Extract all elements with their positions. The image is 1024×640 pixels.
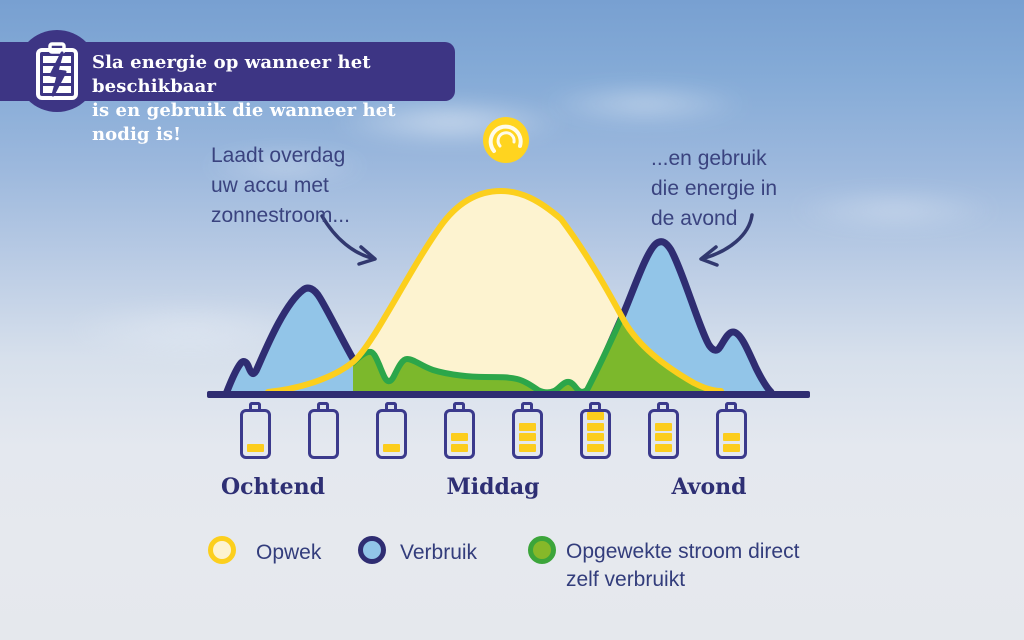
battery-charge-bar [654,433,672,441]
battery-icon [579,402,611,459]
battery-charge-bar [722,433,740,441]
battery-charge-bar [586,443,604,452]
battery-charge-bar [246,443,264,452]
verbruik-morning-area [226,288,369,394]
battery-charge-bar [722,443,740,452]
annotation-line: ...en gebruik [651,147,767,170]
annotation-line: zonnestroom... [211,204,350,227]
annotation-line: uw accu met [211,174,329,197]
time-label-ochtend: Ochtend [220,474,326,500]
battery-charge-bar [450,433,468,441]
battery-charge-bar [654,422,672,431]
banner-line-2: is en gebruik die wanneer het nodig is! [92,100,396,145]
battery-icon [239,402,271,459]
battery-icon [715,402,747,459]
verbruik-morning-curve [222,284,363,398]
legend-swatch-verbruik [358,536,386,564]
legend-swatch-opwek [208,536,236,564]
battery-bolt-icon [36,42,78,100]
annotation-line: de avond [651,207,738,230]
battery-charge-bar [518,433,536,441]
battery-charge-bar [518,422,536,431]
legend-label-opwek: Opwek [256,541,322,564]
annotation-use-evening: ...en gebruik die energie in de avond [651,144,777,234]
battery-charge-bar [654,443,672,452]
battery-icon [443,402,475,459]
time-label-avond: Avond [671,474,747,500]
curved-arrow-down-left [699,213,754,267]
battery-charge-bar [382,443,400,452]
battery-charge-bar [518,443,536,452]
battery-charge-bar [586,412,604,420]
time-label-middag: Middag [446,474,540,500]
opwek-curve [265,187,724,395]
battery-charge-bar [450,443,468,452]
annotation-line: die energie in [651,177,778,200]
battery-icon [647,402,679,459]
verbruik-evening-curve [585,238,775,396]
baseline-axis [207,391,810,398]
legend-swatch-direct-verbruik [528,536,556,564]
legend-label-verbruik: Verbruik [400,541,478,564]
battery-charge-bar [586,433,604,441]
battery-charge-bar [586,422,604,431]
battery-icon [307,402,339,459]
sun-icon [483,117,529,163]
banner-line-1: Sla energie op wanneer het beschikbaar [92,52,371,97]
battery-icon [511,402,543,459]
curved-arrow-down-right [320,214,377,266]
battery-icon [375,402,407,459]
banner-text: Sla energie op wanneer het beschikbaar i… [92,51,452,147]
annotation-line: Laadt overdag [211,144,346,167]
legend-label-direct-verbruik: Opgewekte stroom direct zelf verbruikt [566,540,800,591]
direct-verbruik-curve [350,314,625,396]
annotation-charge-daytime: Laadt overdag uw accu met zonnestroom... [211,141,350,231]
